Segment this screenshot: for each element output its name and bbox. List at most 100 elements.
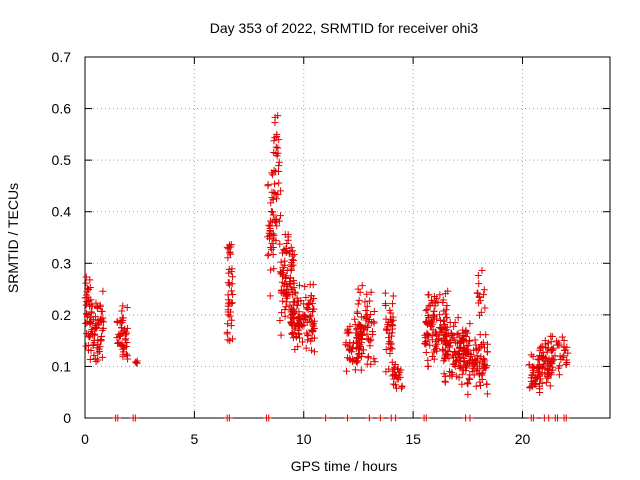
data-point (480, 291, 488, 299)
data-point (442, 332, 450, 340)
data-point (266, 292, 274, 300)
data-point (439, 296, 447, 304)
data-point (474, 271, 482, 279)
data-point (83, 310, 91, 318)
data-point (441, 355, 449, 363)
data-point (393, 384, 401, 392)
data-point (297, 321, 305, 329)
data-point (279, 297, 287, 305)
data-point (122, 328, 130, 336)
data-point (268, 231, 276, 239)
data-point (289, 291, 297, 299)
data-point (370, 355, 378, 363)
data-point (269, 211, 277, 219)
data-point (530, 377, 538, 385)
data-point (123, 350, 131, 358)
data-point (91, 323, 99, 331)
data-point (371, 358, 379, 366)
data-point (530, 363, 538, 371)
data-point (275, 162, 283, 170)
data-point (422, 317, 430, 325)
data-point (345, 345, 353, 353)
data-point (538, 363, 546, 371)
data-point (302, 344, 310, 352)
data-point (547, 338, 555, 346)
data-point (478, 267, 486, 275)
data-point (91, 313, 99, 321)
data-point (229, 335, 237, 343)
data-point (443, 314, 451, 322)
data-point (539, 362, 547, 370)
data-point (272, 216, 280, 224)
data-point (363, 290, 371, 298)
data-point (440, 337, 448, 345)
data-point (95, 345, 103, 353)
data-point (431, 302, 439, 310)
data-point (363, 322, 371, 330)
data-point (356, 321, 364, 329)
data-point (273, 152, 281, 160)
data-point (293, 294, 301, 302)
data-point (86, 355, 94, 363)
data-point (277, 187, 285, 195)
data-point (475, 293, 483, 301)
data-point (227, 268, 235, 276)
data-point (84, 286, 92, 294)
data-point (227, 322, 235, 330)
data-point (278, 309, 286, 317)
data-point (446, 318, 454, 326)
data-point (365, 414, 373, 422)
data-point (123, 324, 131, 332)
data-point (118, 307, 126, 315)
data-point (364, 354, 372, 362)
data-point (454, 314, 462, 322)
data-point (287, 285, 295, 293)
data-point (82, 273, 90, 281)
data-point (87, 308, 95, 316)
data-point (390, 365, 398, 373)
data-point (344, 414, 351, 422)
data-point (117, 324, 125, 332)
data-point (288, 330, 296, 338)
data-point (268, 245, 276, 253)
data-point (229, 273, 237, 281)
data-point (113, 317, 121, 325)
data-point (289, 252, 297, 260)
data-point (119, 345, 127, 353)
data-point (94, 356, 102, 364)
data-point (121, 335, 129, 343)
data-point (363, 330, 371, 338)
data-point (267, 207, 275, 215)
data-point (87, 347, 95, 355)
data-point (82, 310, 90, 318)
data-point (295, 329, 303, 337)
data-point (436, 291, 444, 299)
data-point (286, 301, 294, 309)
data-point (288, 306, 296, 314)
data-point (426, 320, 434, 328)
data-point (463, 364, 471, 372)
data-point (307, 346, 315, 354)
data-point (536, 375, 544, 383)
data-point (376, 414, 384, 422)
data-point (281, 257, 289, 265)
data-point (309, 281, 317, 289)
data-point (271, 113, 279, 121)
data-point (275, 179, 283, 187)
data-point (226, 312, 234, 320)
data-point (433, 315, 441, 323)
data-point (346, 355, 354, 363)
data-point (560, 337, 568, 345)
data-point (426, 341, 434, 349)
data-point (541, 340, 549, 348)
data-point (310, 348, 318, 356)
data-point (460, 344, 468, 352)
data-point (481, 304, 489, 312)
data-point (437, 324, 445, 332)
data-point (301, 283, 309, 291)
data-point (228, 280, 236, 288)
data-point (456, 343, 464, 351)
data-point (281, 306, 289, 314)
data-point (295, 281, 303, 289)
data-point (532, 380, 540, 388)
